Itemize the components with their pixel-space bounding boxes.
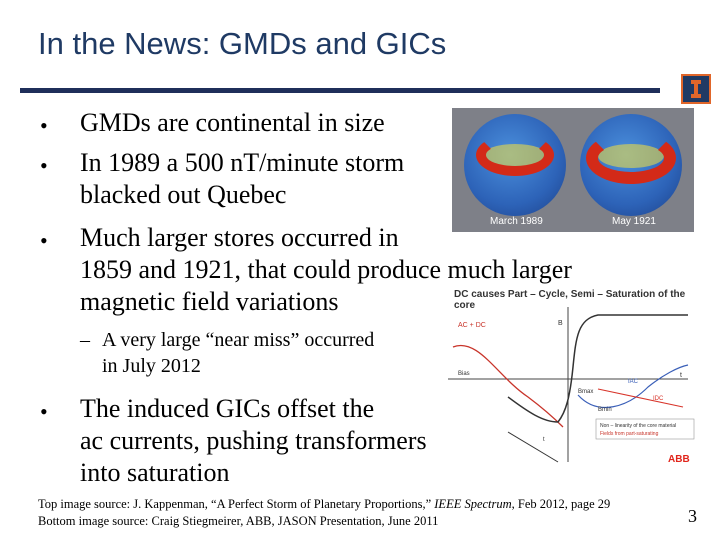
- saturation-diagram: AC + DC B Bias t Bmax Bmin IDC IAC t Non…: [448, 287, 698, 469]
- bias-curve: [577, 364, 689, 409]
- chart-label: B: [558, 320, 563, 327]
- chart-label: IAC: [628, 379, 639, 385]
- chart-label: IDC: [653, 396, 664, 402]
- bullet-text: blacked out Quebec: [80, 180, 287, 209]
- bullet-marker: •: [40, 228, 48, 253]
- chart-label: t: [543, 437, 545, 443]
- lower-curve: [507, 431, 559, 463]
- bullet-text: In 1989 a 500 nT/minute storm: [80, 148, 405, 177]
- slide-title: In the News: GMDs and GICs: [38, 26, 447, 61]
- globe-caption: March 1989: [490, 216, 543, 227]
- bullet-text: Much larger stores occurred in: [80, 223, 399, 252]
- ac-dc-curve: [452, 344, 564, 428]
- bullet-text: 1859 and 1921, that could produce much l…: [80, 255, 572, 284]
- bullet-text: GMDs are continental in size: [80, 108, 385, 137]
- bullet-marker: •: [40, 113, 48, 138]
- legend-entry: Non – linearity of the core material: [600, 423, 676, 429]
- university-logo: [681, 74, 711, 104]
- chart-label: Bias: [458, 371, 470, 377]
- bullet-text: into saturation: [80, 458, 230, 487]
- storm-globes-image: March 1989 May 1921: [452, 108, 694, 232]
- globe-1989: [464, 114, 566, 216]
- globe-caption: May 1921: [612, 216, 656, 227]
- sub-bullet-text: A very large “near miss” occurred: [102, 329, 375, 351]
- chart-label: t: [680, 372, 682, 379]
- bullet-marker: •: [40, 153, 48, 178]
- idc-line: [597, 388, 684, 408]
- sub-bullet-marker: –: [80, 329, 90, 351]
- b-h-curve: [507, 314, 688, 423]
- globe-1921: [580, 114, 682, 216]
- diagram-title: DC causes Part – Cycle, Semi – Saturatio…: [454, 289, 686, 311]
- title-rule: [20, 88, 660, 93]
- bullet-marker: •: [40, 399, 48, 424]
- chart-label: Bmax: [578, 389, 593, 395]
- bullet-text: The induced GICs offset the: [80, 394, 375, 423]
- chart-label: AC + DC: [458, 322, 486, 329]
- sub-bullet-text: in July 2012: [102, 355, 201, 377]
- chart-label: Bmin: [598, 407, 612, 413]
- bottom-image-source: Bottom image source: Craig Stiegmeirer, …: [38, 514, 439, 528]
- bullet-text: magnetic field variations: [80, 287, 339, 316]
- legend-box: [595, 418, 695, 440]
- top-image-source: Top image source: J. Kappenman, “A Perfe…: [38, 497, 611, 511]
- legend-entry: Fields from part-saturating: [600, 431, 659, 437]
- bullet-text: ac currents, pushing transformers: [80, 426, 427, 455]
- page-number: 3: [688, 506, 697, 526]
- abb-logo: ABB: [668, 454, 690, 465]
